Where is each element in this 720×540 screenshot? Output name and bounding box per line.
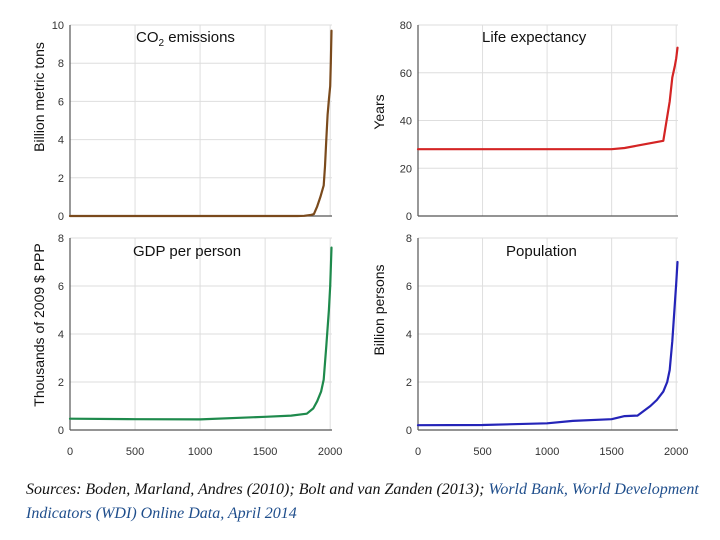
chart-title: GDP per person [133, 243, 241, 260]
x-tick-label: 1500 [253, 446, 277, 458]
x-tick-label: 2000 [318, 446, 342, 458]
y-tick-label: 6 [58, 281, 64, 293]
panel-co2: 0 2 4 6 8 10 CO2 emissions Billion metric tons [31, 20, 333, 223]
y-tick-label: 8 [58, 233, 64, 245]
y-tick-label: 0 [58, 211, 64, 223]
y-axis-label: Billion persons [371, 264, 387, 355]
title-subscript: 2 [159, 38, 165, 49]
sources-caption: Sources: Boden, Marland, Andres (2010); … [26, 478, 706, 526]
x-tick-label: 500 [473, 446, 491, 458]
y-tick-label: 0 [406, 211, 412, 223]
y-tick-label: 0 [58, 425, 64, 437]
y-tick-label: 20 [400, 163, 412, 175]
y-tick-label: 8 [406, 233, 412, 245]
chart-title: Life expectancy [482, 29, 587, 46]
x-tick-label: 1000 [188, 446, 212, 458]
y-tick-label: 2 [58, 173, 64, 185]
series-line-co2 [68, 29, 333, 218]
title-rest: emissions [164, 29, 235, 46]
y-tick-label: 10 [52, 20, 64, 32]
y-tick-label: 4 [58, 135, 64, 147]
y-tick-label: 6 [406, 281, 412, 293]
y-tick-label: 0 [406, 425, 412, 437]
y-tick-label: 2 [58, 377, 64, 389]
y-axis-label: Years [371, 94, 387, 129]
y-axis-label: Billion metric tons [31, 42, 47, 152]
series-line-life [416, 46, 679, 151]
x-tick-label: 1500 [599, 446, 623, 458]
y-tick-label: 6 [58, 96, 64, 108]
series-line-gdp [68, 246, 333, 421]
x-tick-label: 0 [67, 446, 73, 458]
series-line-pop [416, 260, 679, 427]
y-tick-label: 40 [400, 116, 412, 128]
chart-title: Population [506, 243, 577, 260]
panel-gdp: 0 2 4 6 8 0 500 1000 1500 2000 GDP per person Thous… [31, 233, 342, 458]
y-axis-label: Thousands of 2009 $ PPP [31, 243, 47, 406]
x-tick-label: 0 [415, 446, 421, 458]
world-bank-link[interactable]: World Bank, World Development Indicators… [26, 481, 699, 522]
y-tick-label: 2 [406, 377, 412, 389]
panel-pop: 0 2 4 6 8 0 500 1000 1500 2000 Population Billion p… [371, 233, 688, 458]
y-tick-label: 60 [400, 68, 412, 80]
panel-life: 0 20 40 60 80 Life expectancy Years [371, 20, 679, 223]
y-tick-label: 4 [406, 329, 412, 341]
sources-text: Sources: Boden, Marland, Andres (2010); … [26, 481, 489, 498]
x-tick-label: 2000 [664, 446, 688, 458]
y-tick-label: 4 [58, 329, 64, 341]
y-tick-label: 8 [58, 58, 64, 70]
x-tick-label: 1000 [535, 446, 559, 458]
chart-title: CO2 emissions [136, 29, 235, 49]
x-tick-label: 500 [126, 446, 144, 458]
y-tick-label: 80 [400, 20, 412, 32]
